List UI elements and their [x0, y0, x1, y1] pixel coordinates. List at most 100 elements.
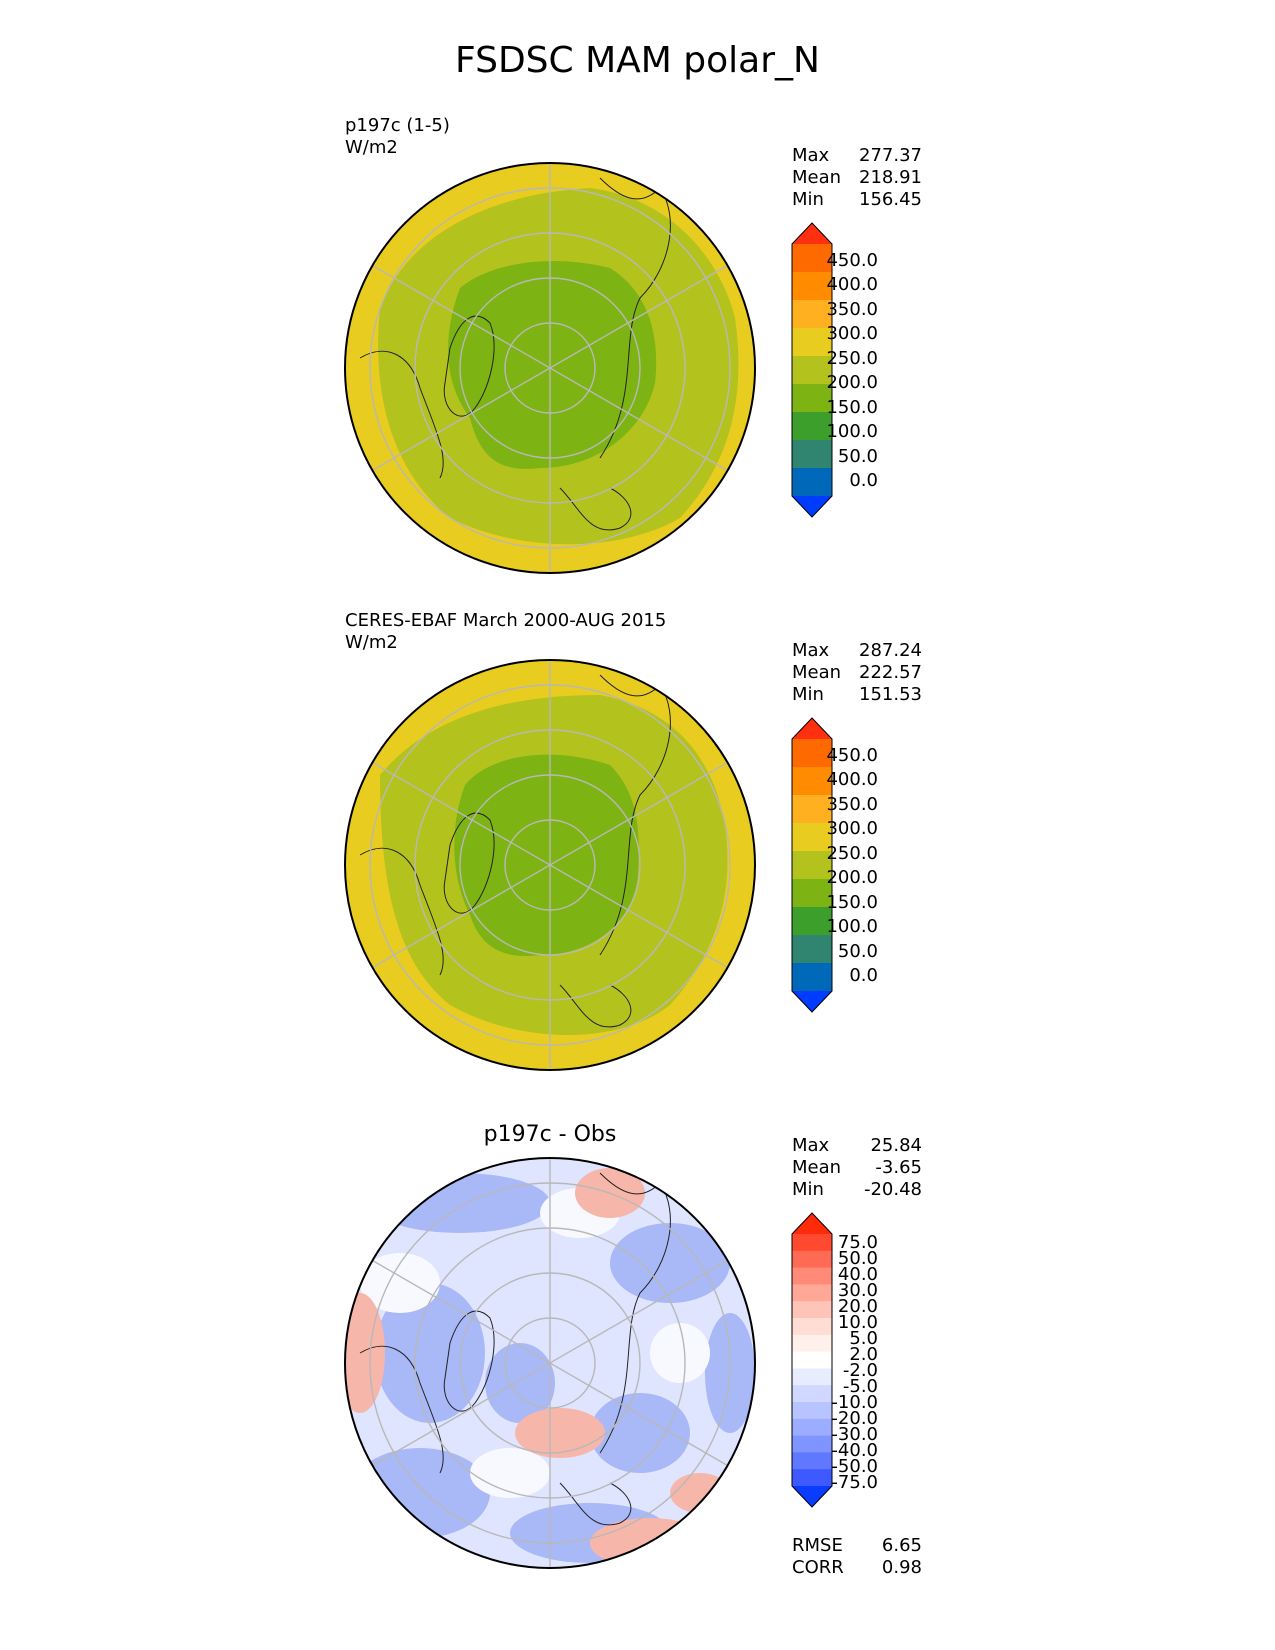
colorbar-segment — [792, 384, 832, 413]
colorbar-segment — [792, 1418, 832, 1437]
cb1-label: 400.0 — [826, 274, 878, 295]
stat-min: Min 151.53 — [792, 684, 922, 705]
colorbar-extension-top — [792, 718, 832, 739]
panel3-near-zero — [360, 1188, 710, 1498]
colorbar-segment — [792, 440, 832, 469]
panel2-units: W/m2 — [345, 632, 398, 653]
panel1-map-inner-band — [448, 260, 657, 469]
panel1-case-name: p197c (1-5) — [345, 115, 450, 136]
colorbar-segment — [792, 412, 832, 441]
cb2-label: 50.0 — [837, 941, 878, 962]
colorbar-segment — [792, 1318, 832, 1336]
panel1-coastline-eurasia — [599, 177, 671, 459]
colorbar-segment — [792, 244, 832, 273]
cb3-label: 40.0 — [837, 1264, 878, 1285]
cb1-label: 450.0 — [826, 250, 878, 271]
cb3-label: 2.0 — [849, 1344, 878, 1365]
cb1-label: 150.0 — [826, 397, 878, 418]
panel3-metrics: RMSE 6.65 CORR 0.98 — [792, 1535, 922, 1579]
cb2-label: 400.0 — [826, 769, 878, 790]
panel1-stats: Max 277.37 Mean 218.91 Min 156.45 — [792, 145, 922, 211]
colorbar-extension-bottom — [792, 496, 832, 517]
cb1-label: 100.0 — [826, 421, 878, 442]
panel3-colorbar — [791, 1212, 833, 1508]
colorbar-outline — [791, 222, 833, 518]
panel2-map-inner-band — [454, 754, 639, 956]
stat-mean: Mean 218.91 — [792, 167, 922, 188]
colorbar-segment — [792, 739, 832, 768]
cb1-label: 50.0 — [837, 446, 878, 467]
colorbar-segment — [792, 1385, 832, 1403]
colorbar-segment — [792, 823, 832, 852]
figure-title: FSDSC MAM polar_N — [455, 40, 820, 81]
colorbar-extension-bottom — [792, 1486, 832, 1507]
panel3-graticule — [369, 1158, 731, 1568]
cb3-label: 10.0 — [837, 1312, 878, 1333]
panel1-coastline-greenland — [443, 315, 495, 417]
cb3-label: 5.0 — [849, 1328, 878, 1349]
panel3-title: p197c - Obs — [483, 1122, 617, 1147]
panel1-coastline-america — [359, 350, 444, 479]
colorbar-outline — [791, 717, 833, 1013]
panel1-map — [344, 162, 756, 574]
cb3-label: 75.0 — [837, 1232, 878, 1253]
panel2-colorbar — [791, 717, 833, 1013]
colorbar-segment — [792, 1351, 832, 1369]
colorbar-segment — [792, 879, 832, 908]
panel2-stats: Max 287.24 Mean 222.57 Min 151.53 — [792, 640, 922, 706]
cb3-label: 50.0 — [837, 1248, 878, 1269]
metric-corr: CORR 0.98 — [792, 1557, 922, 1578]
cb3-label: -20.0 — [831, 1408, 878, 1429]
colorbar-segment — [792, 767, 832, 796]
colorbar-segment — [792, 1368, 832, 1386]
panel3-coastline-eurasia — [599, 1172, 671, 1454]
panel1-graticule — [369, 163, 731, 573]
colorbar-segment — [792, 1452, 832, 1470]
colorbar-segment — [792, 907, 832, 936]
cb1-label: 200.0 — [826, 372, 878, 393]
colorbar-outline — [791, 1212, 833, 1508]
cb2-label: 300.0 — [826, 818, 878, 839]
colorbar-segment — [792, 963, 832, 992]
colorbar-segment — [792, 356, 832, 385]
colorbar-extension-top — [792, 1213, 832, 1234]
stat-mean: Mean -3.65 — [792, 1157, 922, 1178]
colorbar-segment — [792, 1469, 832, 1487]
panel3-coastline-america — [359, 1345, 444, 1474]
panel2-map — [344, 659, 756, 1071]
stat-mean: Mean 222.57 — [792, 662, 922, 683]
panel2-label: CERES-EBAF March 2000-AUG 2015 W/m2 — [345, 610, 666, 654]
colorbar-segment — [792, 1284, 832, 1302]
metric-rmse: RMSE 6.65 — [792, 1535, 922, 1556]
cb2-label: 0.0 — [849, 965, 878, 986]
colorbar-segment — [792, 1267, 832, 1285]
stat-max: Max 287.24 — [792, 640, 922, 661]
cb2-label: 150.0 — [826, 892, 878, 913]
stat-max: Max 277.37 — [792, 145, 922, 166]
cb3-label: -5.0 — [842, 1376, 878, 1397]
panel2-dataset-name: CERES-EBAF March 2000-AUG 2015 — [345, 610, 667, 631]
colorbar-segment — [792, 1334, 832, 1353]
cb1-label: 350.0 — [826, 299, 878, 320]
cb2-label: 350.0 — [826, 794, 878, 815]
colorbar-segment — [792, 1234, 832, 1252]
panel3-map — [344, 1157, 756, 1569]
colorbar-segment — [792, 851, 832, 880]
panel2-graticule — [369, 660, 731, 1070]
colorbar-extension-bottom — [792, 991, 832, 1012]
cb1-label: 0.0 — [849, 470, 878, 491]
panel1-coastline-europe — [559, 487, 632, 531]
cb3-label: -30.0 — [831, 1424, 878, 1445]
panel3-stats: Max 25.84 Mean -3.65 Min -20.48 — [792, 1135, 922, 1201]
colorbar-segment — [792, 328, 832, 357]
panel1-colorbar — [791, 222, 833, 518]
panel2-coastline-greenland — [443, 812, 495, 914]
cb2-label: 200.0 — [826, 867, 878, 888]
colorbar-segment — [792, 935, 832, 964]
colorbar-segment — [792, 300, 832, 329]
stat-min: Min -20.48 — [792, 1179, 922, 1200]
colorbar-segment — [792, 1435, 832, 1453]
colorbar-segment — [792, 272, 832, 301]
cb3-label: 20.0 — [837, 1296, 878, 1317]
stat-min: Min 156.45 — [792, 189, 922, 210]
